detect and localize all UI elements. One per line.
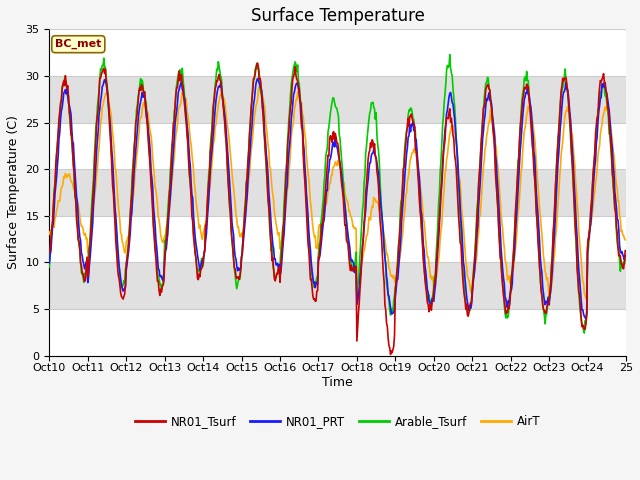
Title: Surface Temperature: Surface Temperature <box>251 7 424 25</box>
Bar <box>49 29 626 76</box>
Bar <box>49 76 626 122</box>
Bar <box>49 122 626 169</box>
Bar <box>49 169 626 216</box>
X-axis label: Time: Time <box>323 376 353 389</box>
Bar <box>49 309 626 356</box>
Bar <box>49 263 626 309</box>
Bar <box>49 216 626 263</box>
Y-axis label: Surface Temperature (C): Surface Temperature (C) <box>7 116 20 269</box>
Legend: NR01_Tsurf, NR01_PRT, Arable_Tsurf, AirT: NR01_Tsurf, NR01_PRT, Arable_Tsurf, AirT <box>131 410 545 433</box>
Text: BC_met: BC_met <box>55 39 102 49</box>
